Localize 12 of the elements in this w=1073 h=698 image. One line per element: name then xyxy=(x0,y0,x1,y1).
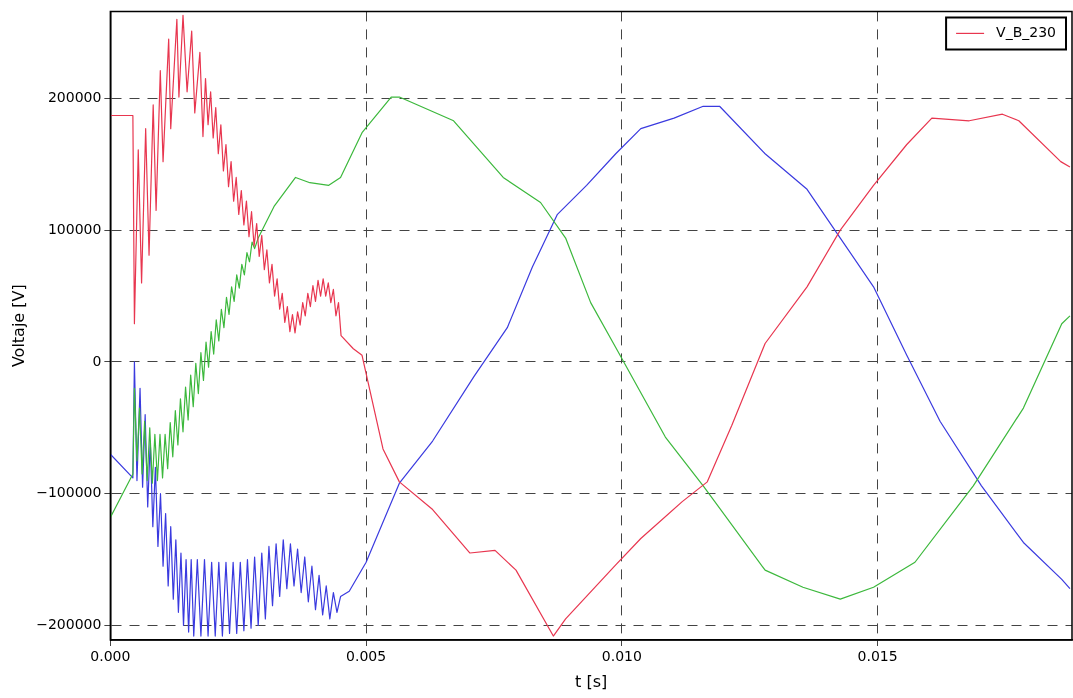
x-tick-label: 0.015 xyxy=(857,648,898,665)
x-tick-label: 0.000 xyxy=(90,648,131,665)
x-tick-label: 0.010 xyxy=(601,648,642,665)
y-tick-label: 0 xyxy=(92,352,102,369)
y-axis-title: Voltaje [V] xyxy=(8,284,28,368)
x-tick-label: 0.005 xyxy=(346,648,387,665)
y-tick-label: 100000 xyxy=(47,220,102,237)
y-tick-label: 200000 xyxy=(47,89,102,106)
x-axis-title: t [s] xyxy=(575,671,608,691)
legend-label: V_B_230 xyxy=(996,24,1056,41)
y-tick-label: −100000 xyxy=(36,484,102,501)
y-tick-label: −200000 xyxy=(36,616,102,633)
